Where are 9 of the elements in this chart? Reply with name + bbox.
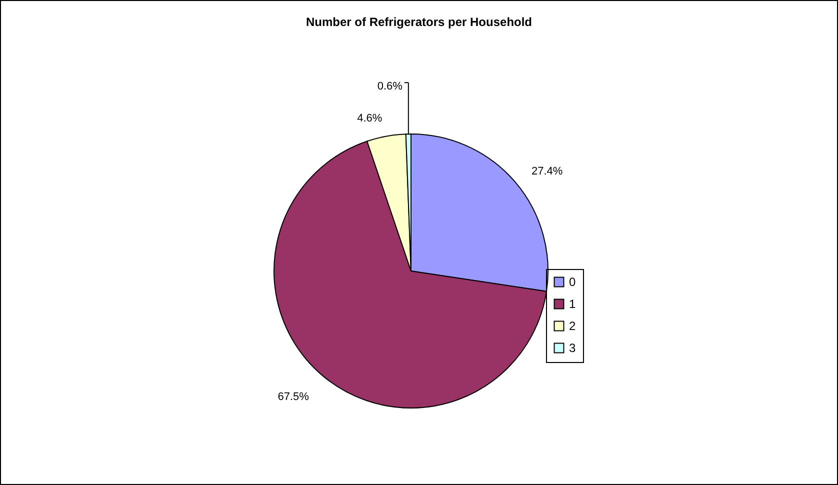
chart-title: Number of Refrigerators per Household: [306, 15, 532, 29]
legend-label: 0: [569, 275, 576, 289]
data-label: 4.6%: [357, 112, 382, 125]
data-label: 67.5%: [278, 390, 310, 403]
data-label: 0.6%: [377, 80, 403, 93]
legend-label: 3: [569, 341, 576, 355]
legend-label: 2: [569, 319, 576, 333]
legend-label: 1: [569, 297, 576, 311]
data-label: 27.4%: [531, 165, 563, 178]
